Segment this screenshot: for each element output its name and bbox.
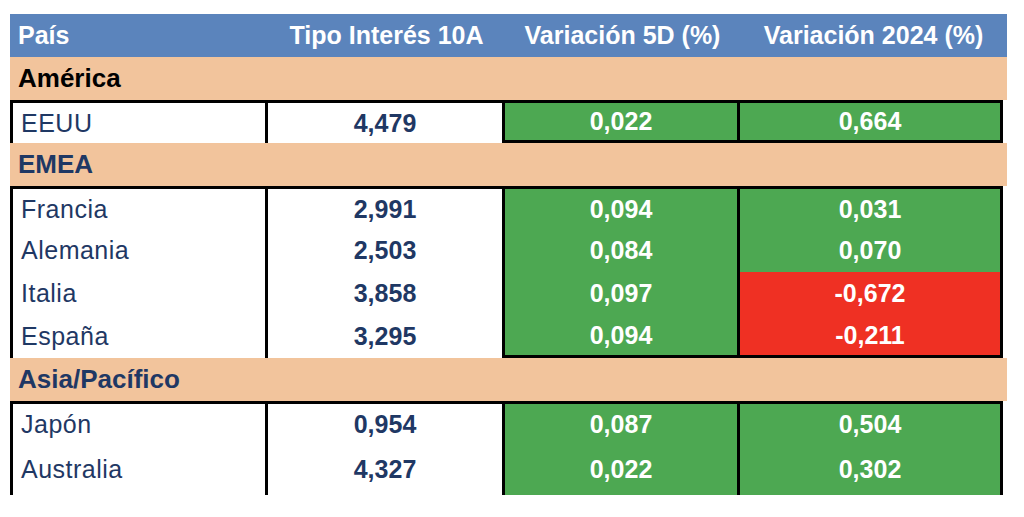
table-row-francia: Francia 2,991 0,094 0,031 <box>10 186 1007 229</box>
country-cell: EEUU <box>10 100 268 143</box>
table-row-australia: Australia 4,327 0,022 0,302 <box>10 444 1007 495</box>
rates-table-page: País Tipo Interés 10A Variación 5D (%) V… <box>0 0 1024 517</box>
var5d-cell: 0,097 <box>505 272 740 315</box>
var5d-cell: 0,094 <box>505 315 740 358</box>
table-row-japon: Japón 0,954 0,087 0,504 <box>10 401 1007 444</box>
var2024-cell: 0,031 <box>740 186 1003 229</box>
section-label-emea: EMEA <box>10 143 1007 186</box>
table-row-alemania: Alemania 2,503 0,084 0,070 <box>10 229 1007 272</box>
country-cell: Japón <box>10 401 268 444</box>
column-header-variacion-5d: Variación 5D (%) <box>505 14 740 57</box>
section-row-america: América <box>10 57 1007 100</box>
country-cell: Australia <box>10 444 268 495</box>
var2024-cell: 0,504 <box>740 401 1003 444</box>
rate-cell: 2,503 <box>268 229 505 272</box>
var2024-cell: 0,302 <box>740 444 1003 495</box>
var5d-cell: 0,084 <box>505 229 740 272</box>
section-label-asia-pacifico: Asia/Pacífico <box>10 358 1007 401</box>
rate-cell: 4,479 <box>268 100 505 143</box>
rate-cell: 0,954 <box>268 401 505 444</box>
rate-cell: 2,991 <box>268 186 505 229</box>
table-row-espana: España 3,295 0,094 -0,211 <box>10 315 1007 358</box>
var2024-cell: 0,070 <box>740 229 1003 272</box>
var2024-cell: 0,664 <box>740 100 1003 143</box>
var5d-cell: 0,022 <box>505 100 740 143</box>
var5d-cell: 0,094 <box>505 186 740 229</box>
var5d-cell: 0,022 <box>505 444 740 495</box>
country-cell: España <box>10 315 268 358</box>
column-header-variacion-2024: Variación 2024 (%) <box>740 14 1007 57</box>
var5d-cell: 0,087 <box>505 401 740 444</box>
table-row-eeuu: EEUU 4,479 0,022 0,664 <box>10 100 1007 143</box>
rate-cell: 3,858 <box>268 272 505 315</box>
country-cell: Italia <box>10 272 268 315</box>
var2024-cell: -0,211 <box>740 315 1003 358</box>
column-header-pais: País <box>10 14 268 57</box>
rates-table: País Tipo Interés 10A Variación 5D (%) V… <box>10 14 1007 495</box>
country-cell: Alemania <box>10 229 268 272</box>
rate-cell: 3,295 <box>268 315 505 358</box>
section-label-america: América <box>10 57 1007 100</box>
section-row-emea: EMEA <box>10 143 1007 186</box>
table-row-italia: Italia 3,858 0,097 -0,672 <box>10 272 1007 315</box>
column-header-tipo-interes-10a: Tipo Interés 10A <box>268 14 505 57</box>
country-cell: Francia <box>10 186 268 229</box>
table-header-row: País Tipo Interés 10A Variación 5D (%) V… <box>10 14 1007 57</box>
var2024-cell: -0,672 <box>740 272 1003 315</box>
rate-cell: 4,327 <box>268 444 505 495</box>
section-row-asia-pacifico: Asia/Pacífico <box>10 358 1007 401</box>
